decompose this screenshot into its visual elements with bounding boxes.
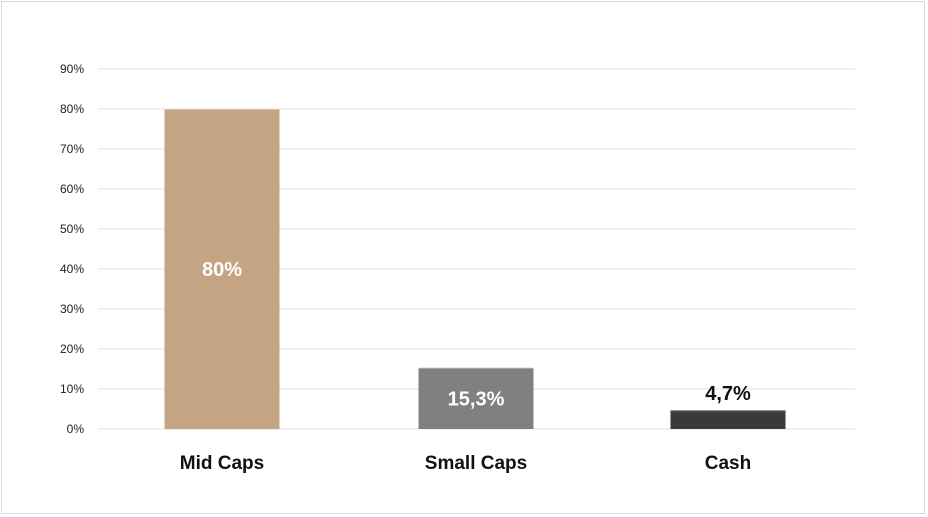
x-axis: Mid Caps Small Caps Cash xyxy=(180,453,751,474)
y-tick-label: 20% xyxy=(60,342,84,356)
bars xyxy=(164,109,786,429)
data-label: 80% xyxy=(202,259,242,281)
x-category-label: Cash xyxy=(705,453,751,474)
y-tick-label: 50% xyxy=(60,222,84,236)
y-tick-label: 30% xyxy=(60,302,84,316)
y-tick-label: 10% xyxy=(60,382,84,396)
y-tick-label: 0% xyxy=(67,422,85,436)
data-label: 15,3% xyxy=(448,388,505,410)
bar xyxy=(418,367,534,429)
data-labels: 80% 15,3% 4,7% xyxy=(202,259,751,410)
x-category-label: Small Caps xyxy=(425,453,527,474)
y-tick-label: 40% xyxy=(60,262,84,276)
y-axis: 0% 10% 20% 30% 40% 50% 60% 70% 80% 90% xyxy=(60,62,84,436)
y-tick-label: 70% xyxy=(60,142,84,156)
y-tick-label: 60% xyxy=(60,182,84,196)
bar xyxy=(164,109,280,429)
y-tick-label: 80% xyxy=(60,102,84,116)
x-category-label: Mid Caps xyxy=(180,453,264,474)
bar xyxy=(670,410,786,429)
y-tick-label: 90% xyxy=(60,62,84,76)
data-label: 4,7% xyxy=(705,383,751,405)
